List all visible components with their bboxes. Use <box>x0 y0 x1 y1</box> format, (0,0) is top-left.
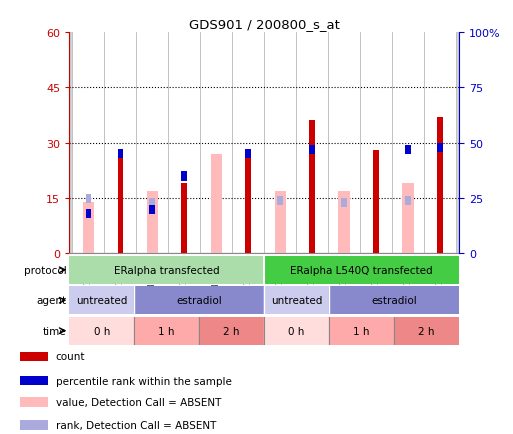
Bar <box>437 117 443 254</box>
Bar <box>211 154 222 254</box>
Text: agent: agent <box>36 296 67 306</box>
Text: rank, Detection Call = ABSENT: rank, Detection Call = ABSENT <box>55 420 216 430</box>
Bar <box>21 420 48 430</box>
Text: 1 h: 1 h <box>353 326 370 336</box>
Bar <box>199 317 264 345</box>
Bar <box>182 172 187 181</box>
Bar <box>182 184 187 254</box>
Bar <box>274 191 286 254</box>
Bar <box>21 398 48 407</box>
Text: percentile rank within the sample: percentile rank within the sample <box>55 376 231 386</box>
Bar <box>86 194 91 204</box>
Bar <box>373 194 379 204</box>
Bar <box>149 205 155 214</box>
Bar <box>394 317 459 345</box>
Bar <box>69 256 264 284</box>
Bar <box>264 286 329 315</box>
Bar <box>21 376 48 385</box>
Bar <box>309 145 315 155</box>
Text: 2 h: 2 h <box>224 326 240 336</box>
Text: untreated: untreated <box>76 296 127 306</box>
Text: count: count <box>55 352 85 362</box>
Text: untreated: untreated <box>271 296 322 306</box>
Bar <box>69 286 134 315</box>
Bar <box>134 317 199 345</box>
Bar <box>147 191 158 254</box>
Bar <box>86 210 91 219</box>
Bar <box>402 184 413 254</box>
Bar <box>83 202 94 254</box>
Bar <box>134 286 264 315</box>
Bar <box>437 143 443 152</box>
Bar <box>405 145 411 155</box>
Bar <box>69 317 134 345</box>
Bar <box>21 352 48 362</box>
Bar <box>278 196 283 206</box>
Text: 0 h: 0 h <box>288 326 305 336</box>
Bar <box>329 286 459 315</box>
Bar <box>245 150 251 159</box>
Text: value, Detection Call = ABSENT: value, Detection Call = ABSENT <box>55 398 221 408</box>
Bar <box>117 151 123 254</box>
Text: time: time <box>43 326 67 336</box>
Text: ERalpha transfected: ERalpha transfected <box>114 265 220 275</box>
Bar <box>264 317 329 345</box>
Text: ERalpha L540Q transfected: ERalpha L540Q transfected <box>290 265 433 275</box>
Bar <box>339 191 350 254</box>
Text: 0 h: 0 h <box>93 326 110 336</box>
Bar <box>329 317 394 345</box>
Text: 1 h: 1 h <box>159 326 175 336</box>
Bar <box>245 151 251 254</box>
Text: 2 h: 2 h <box>419 326 435 336</box>
Bar <box>405 196 411 206</box>
Text: protocol: protocol <box>24 265 67 275</box>
Title: GDS901 / 200800_s_at: GDS901 / 200800_s_at <box>189 18 340 31</box>
Bar <box>117 150 123 159</box>
Bar <box>264 256 459 284</box>
Text: estradiol: estradiol <box>176 296 222 306</box>
Bar <box>149 198 155 208</box>
Text: estradiol: estradiol <box>371 296 417 306</box>
Bar <box>309 121 315 254</box>
Bar <box>373 151 379 254</box>
Bar <box>341 198 347 208</box>
